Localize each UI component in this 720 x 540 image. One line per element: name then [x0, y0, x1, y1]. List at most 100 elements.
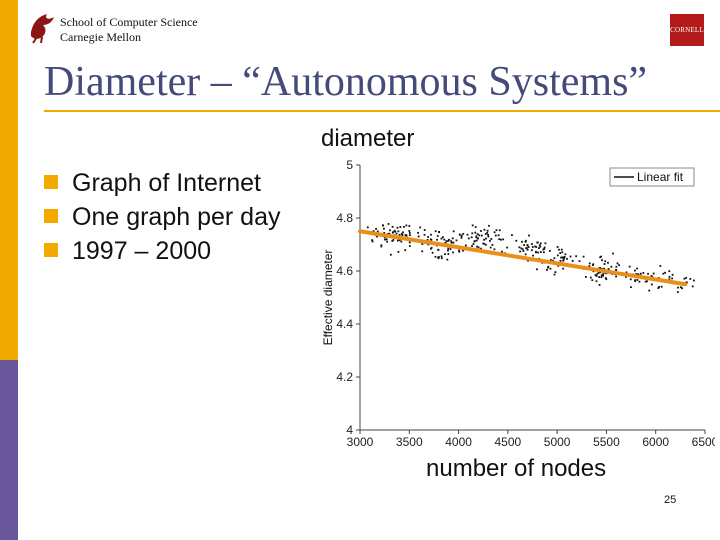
scatter-point: [495, 229, 498, 232]
scatter-point: [548, 249, 551, 252]
scatter-point: [549, 259, 552, 261]
scatter-point: [602, 274, 605, 277]
scatter-point: [536, 268, 538, 271]
scatter-point: [506, 246, 509, 249]
scatter-point: [603, 263, 606, 265]
scatter-point: [417, 235, 420, 238]
scatter-point: [460, 235, 463, 237]
scatter-point: [426, 238, 429, 241]
scatter-point: [521, 240, 523, 243]
scatter-point: [591, 279, 594, 282]
scatter-point: [386, 240, 389, 243]
scatter-point: [535, 246, 538, 248]
bullet-text: Graph of Internet: [72, 169, 262, 197]
scatter-point: [604, 277, 607, 279]
scatter-point: [659, 265, 662, 267]
scatter-point: [560, 256, 563, 259]
scatter-point: [447, 249, 449, 252]
scatter-point: [638, 280, 641, 283]
scatter-point: [462, 249, 464, 252]
scatter-point: [423, 229, 426, 231]
y-axis-title: Effective diameter: [321, 250, 335, 346]
scatter-point: [393, 229, 396, 232]
scatter-point: [595, 280, 598, 283]
scatter-point: [589, 276, 592, 279]
scatter-point: [562, 267, 565, 270]
scatter-point: [556, 254, 559, 257]
x-tick-label: 4500: [495, 435, 522, 449]
scatter-point: [398, 233, 401, 236]
scatter-point: [535, 251, 537, 254]
scatter-point: [476, 245, 478, 248]
scatter-point: [542, 251, 545, 254]
scatter-point: [618, 264, 620, 267]
scatter-point: [401, 234, 404, 237]
scatter-point: [445, 240, 448, 243]
scatter-point: [601, 259, 603, 262]
accent-bar-purple: [0, 360, 18, 540]
scatter-point: [498, 238, 501, 241]
bullet-item: 1997 – 2000: [44, 234, 282, 268]
scatter-point: [430, 233, 432, 236]
scatter-point: [391, 225, 394, 228]
scatter-point: [635, 273, 638, 275]
scatter-point: [389, 229, 391, 232]
scatter-point: [375, 227, 377, 230]
title-divider: [44, 110, 720, 112]
linear-fit-line: [358, 229, 688, 287]
scatter-point: [530, 249, 533, 252]
scatter-point: [429, 238, 432, 241]
scatter-point: [443, 238, 446, 241]
scatter-point: [544, 242, 547, 245]
scatter-point: [404, 234, 407, 236]
bullet-item: One graph per day: [44, 200, 282, 234]
diameter-scatter-chart: 4 4.2 4.4 4.6 4.8 5 3000 3500 4000 4500 5000 5500 60…: [321, 158, 715, 449]
scatter-point: [599, 267, 602, 269]
scatter-point: [434, 255, 437, 258]
scatter-point: [441, 236, 444, 239]
legend-box: [609, 167, 695, 187]
scatter-point: [440, 237, 443, 240]
scatter-point: [462, 232, 465, 235]
scatter-point: [405, 224, 408, 227]
bullet-list: Graph of Internet One graph per day 1997…: [44, 166, 282, 268]
scatter-point: [408, 230, 411, 232]
scatter-point: [482, 242, 485, 245]
scatter-point: [447, 239, 450, 242]
scatter-point: [475, 239, 478, 242]
scatter-point: [625, 275, 627, 278]
scatter-point: [474, 231, 477, 234]
scatter-point: [501, 250, 503, 253]
scatter-point: [542, 248, 545, 251]
scatter-point: [488, 224, 490, 227]
scatter-point: [408, 245, 411, 247]
bullet-marker-icon: [44, 243, 58, 257]
scatter-point: [383, 227, 385, 230]
scatter-point: [384, 238, 386, 241]
scatter-point: [484, 243, 487, 246]
scatter-point: [536, 241, 539, 244]
scatter-point: [486, 231, 489, 234]
scatter-point: [528, 234, 530, 237]
scatter-point: [685, 276, 688, 279]
scatter-point: [398, 239, 401, 242]
scatter-point: [537, 251, 539, 254]
accent-bar-gold: [0, 0, 18, 360]
scatter-point: [487, 235, 490, 238]
scatter-point: [657, 287, 660, 290]
scatter-point: [575, 255, 578, 258]
y-tick-label: 4.2: [336, 370, 353, 384]
x-tick-label: 3500: [396, 435, 423, 449]
scatter-point: [559, 259, 562, 262]
scatter-point: [400, 232, 403, 235]
scatter-point: [396, 239, 399, 242]
scatter-point: [592, 264, 594, 266]
scatter-point: [487, 234, 490, 236]
scatter-point: [520, 247, 523, 250]
scatter-point: [449, 248, 452, 250]
scatter-point: [527, 246, 530, 248]
scatter-point: [475, 235, 478, 238]
scatter-point: [668, 270, 671, 273]
scatter-point: [371, 240, 374, 243]
scatter-point: [554, 271, 557, 274]
